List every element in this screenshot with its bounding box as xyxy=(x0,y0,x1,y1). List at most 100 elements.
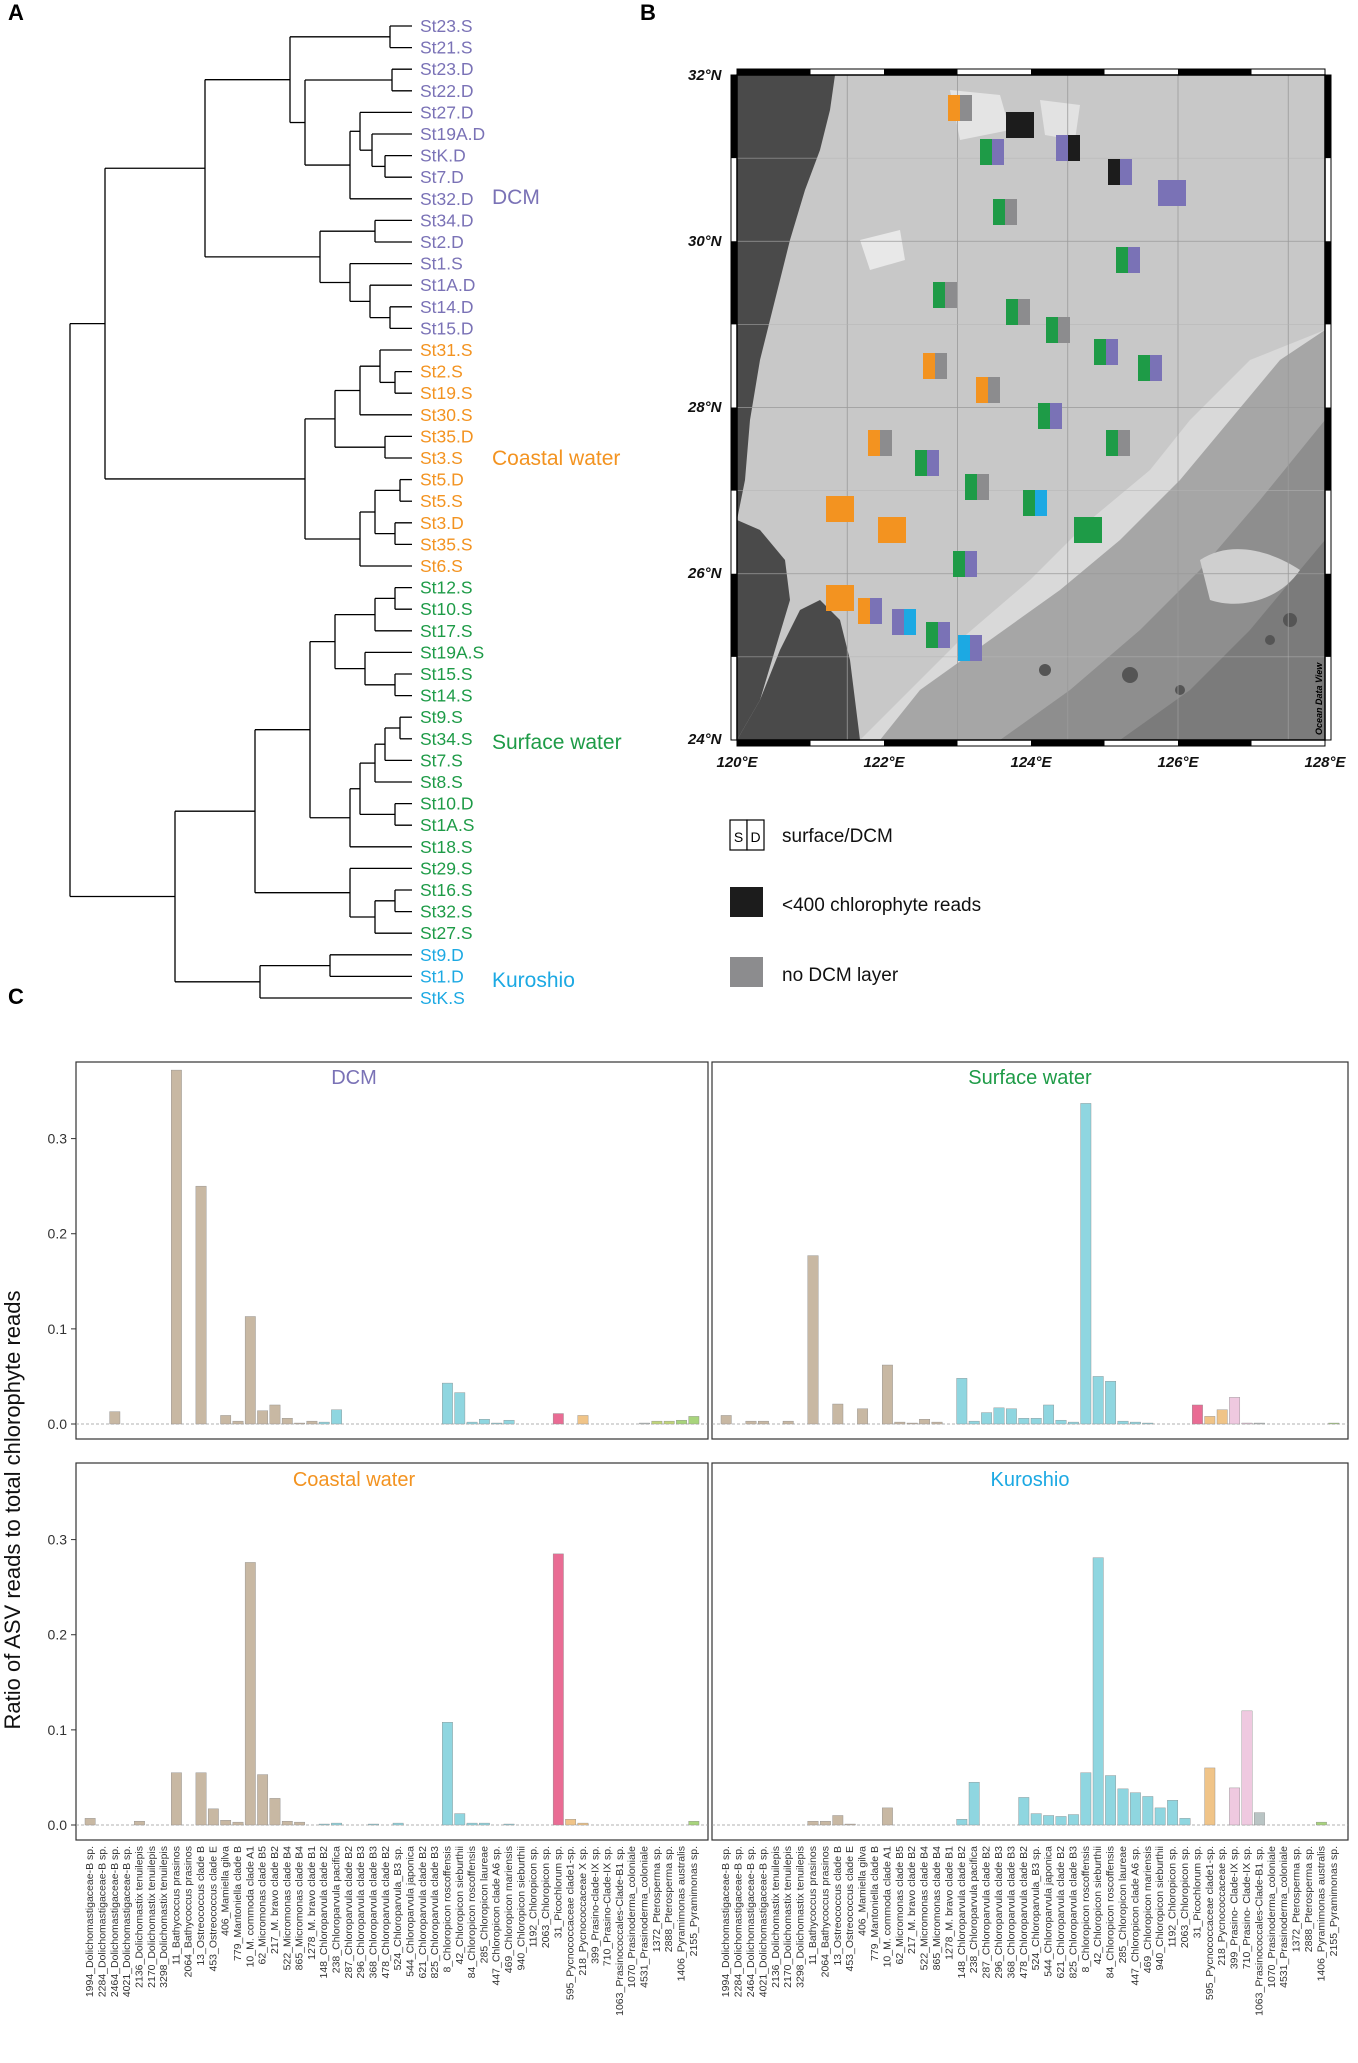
leaf-label: St19A.D xyxy=(420,124,485,144)
bar xyxy=(84,1818,96,1826)
bar xyxy=(503,1419,515,1425)
bar xyxy=(1055,1419,1067,1425)
legend-black-swatch xyxy=(730,887,763,917)
bar xyxy=(281,1820,293,1826)
station-marker-dcm xyxy=(1005,199,1017,225)
station-marker-surface xyxy=(1006,299,1018,325)
x-tick-label: 3298_Dolichomastix tenuilepis xyxy=(158,1846,170,1988)
x-tick-label: 595_Pycnococcaceae clade1-sp. xyxy=(1204,1846,1216,2000)
panel-label-c: C xyxy=(8,984,24,1009)
station-marker xyxy=(878,517,906,543)
station-marker xyxy=(826,585,854,611)
bar xyxy=(757,1420,769,1425)
station-marker-surface xyxy=(1046,317,1058,343)
leaf-label: St16.S xyxy=(420,880,473,900)
leaf-label: St8.S xyxy=(420,772,463,792)
x-tick-label: 8_Chloropicon roscoffensis xyxy=(1080,1846,1092,1972)
bar xyxy=(1043,1815,1055,1826)
station-marker-dcm xyxy=(1068,135,1080,161)
y-tick-label: 0.0 xyxy=(48,1416,68,1432)
bar xyxy=(745,1420,757,1425)
x-tick-label: 10_M. commoda clade A1 xyxy=(244,1846,256,1968)
station-marker-dcm xyxy=(1128,247,1140,273)
x-tick-label: 524_Chloroparvula_B3 sp. xyxy=(392,1846,404,1970)
x-tick-label: 2170_Dolichomastix tenuilepis xyxy=(146,1846,158,1988)
x-tick-label: 825_Chloroparvula clade B3 xyxy=(1067,1846,1079,1979)
lon-label-124: 124°E xyxy=(1010,754,1052,771)
x-tick-label: 10_M. commoda clade A1 xyxy=(881,1846,893,1968)
x-tick-label: 1372_Pterosperma sp. xyxy=(1291,1846,1303,1952)
bar xyxy=(1167,1800,1179,1826)
station-marker-surface xyxy=(965,474,977,500)
leaf-label: St31.S xyxy=(420,340,473,360)
x-tick-label: 368_Chloroparvula clade B3 xyxy=(1005,1846,1017,1979)
leaf-label: St19A.S xyxy=(420,642,484,662)
dendrogram: St23.SSt21.SSt23.DSt22.DSt27.DSt19A.DStK… xyxy=(69,16,485,1008)
bar xyxy=(1241,1710,1253,1826)
bar xyxy=(466,1822,478,1826)
x-tick-label: 1063_Prasinococcales-Clade-B1 sp. xyxy=(614,1846,626,2016)
lat-label-24: 24°N xyxy=(687,731,723,748)
y-tick-label: 0.0 xyxy=(48,1817,68,1833)
bar xyxy=(832,1815,844,1826)
station-marker-surface xyxy=(1038,403,1050,429)
x-tick-label: 2170_Dolichomastix tenuilepis xyxy=(782,1846,794,1988)
bar xyxy=(269,1798,281,1826)
x-tick-label: 296_Chloroparvula clade B3 xyxy=(355,1846,367,1979)
leaf-label: St35.D xyxy=(420,426,474,446)
bar xyxy=(919,1419,931,1425)
x-tick-label: 399_Prasino- Clade-IX sp. xyxy=(1229,1846,1241,1969)
bar xyxy=(331,1409,342,1425)
bar xyxy=(454,1813,466,1826)
x-tick-label: 84_Chloropicon roscoffensis xyxy=(1105,1846,1117,1978)
bar-panel-title-kuroshio: Kuroshio xyxy=(991,1469,1070,1491)
x-tick-label: 31_Picochlorum sp. xyxy=(552,1846,564,1938)
bar xyxy=(220,1820,232,1826)
map-legend: S D surface/DCM <400 chlorophyte reads n… xyxy=(729,819,981,987)
bar xyxy=(565,1819,577,1826)
x-tick-label: 287_Chloroparvula clade B2 xyxy=(343,1846,355,1979)
legend-no-dcm: no DCM layer xyxy=(782,965,899,986)
bar xyxy=(577,1822,589,1826)
leaf-label: St3.D xyxy=(420,513,464,533)
y-tick-label: 0.3 xyxy=(48,1532,68,1548)
x-tick-label: 285_Chloropicon laureae xyxy=(478,1846,490,1963)
x-tick-label: 544_Chloroparvula japonica xyxy=(1043,1846,1055,1977)
station-marker xyxy=(1158,180,1186,206)
bar xyxy=(1241,1422,1253,1425)
x-tick-label: 3298_Dolichomastix tenuilepis xyxy=(795,1846,807,1988)
bar xyxy=(1179,1818,1191,1826)
x-tick-label: 1063_Prasinococcales-Clade-B1 sp. xyxy=(1253,1846,1265,2016)
station-marker-dcm xyxy=(970,635,982,661)
x-tick-label: 710_Prasino-Clade-IX sp. xyxy=(602,1846,614,1966)
x-tick-label: 2284_Dolichomastigaceae-B sp. xyxy=(96,1846,108,1997)
bar xyxy=(1229,1397,1241,1425)
leaf-label: St1A.S xyxy=(420,815,474,835)
x-tick-label: 447_Chloropicon clade A6 sp. xyxy=(491,1846,503,1986)
station-marker-dcm xyxy=(1035,490,1047,516)
station-marker xyxy=(826,496,854,522)
bar xyxy=(1142,1796,1154,1826)
station-marker-dcm xyxy=(945,282,957,308)
leaf-label: St3.S xyxy=(420,448,463,468)
leaf-label: St6.S xyxy=(420,556,463,576)
leaf-label: St34.S xyxy=(420,729,473,749)
x-tick-label: 148_Chloroparvula clade B2 xyxy=(318,1846,330,1979)
x-tick-label: 1994_Dolichomastigaceae-B sp. xyxy=(720,1846,732,1997)
station-marker-surface xyxy=(958,635,970,661)
lon-label-126: 126°E xyxy=(1157,754,1199,771)
x-tick-label: 2064_Bathycoccus prasinos xyxy=(183,1846,195,1977)
x-tick-label: 478_Chloroparvula clade B2 xyxy=(1018,1846,1030,1979)
bar xyxy=(956,1819,968,1826)
leaf-label: St14.S xyxy=(420,686,473,706)
bar xyxy=(1142,1422,1154,1425)
bar xyxy=(479,1822,490,1826)
x-tick-label: 296_Chloroparvula clade B3 xyxy=(993,1846,1005,1979)
leaf-label: St7.D xyxy=(420,167,464,187)
x-tick-label: 84_Chloropicon roscoffensis xyxy=(466,1846,478,1978)
bar xyxy=(134,1820,145,1826)
bar xyxy=(479,1419,490,1425)
bar xyxy=(195,1185,207,1425)
x-tick-label: 238_Chloroparvula pacifica xyxy=(331,1846,343,1973)
